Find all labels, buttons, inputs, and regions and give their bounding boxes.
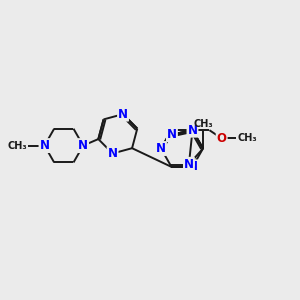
Text: CH₃: CH₃ bbox=[238, 134, 257, 143]
Text: N: N bbox=[188, 124, 197, 137]
Text: N: N bbox=[40, 139, 50, 152]
Text: CH₃: CH₃ bbox=[193, 118, 213, 128]
Text: N: N bbox=[156, 142, 166, 155]
Text: N: N bbox=[108, 147, 118, 160]
Text: N: N bbox=[188, 160, 197, 173]
Text: CH₃: CH₃ bbox=[7, 141, 27, 151]
Text: N: N bbox=[167, 128, 177, 141]
Text: N: N bbox=[184, 158, 194, 171]
Text: N: N bbox=[78, 139, 88, 152]
Text: O: O bbox=[217, 132, 227, 145]
Text: N: N bbox=[118, 108, 128, 121]
